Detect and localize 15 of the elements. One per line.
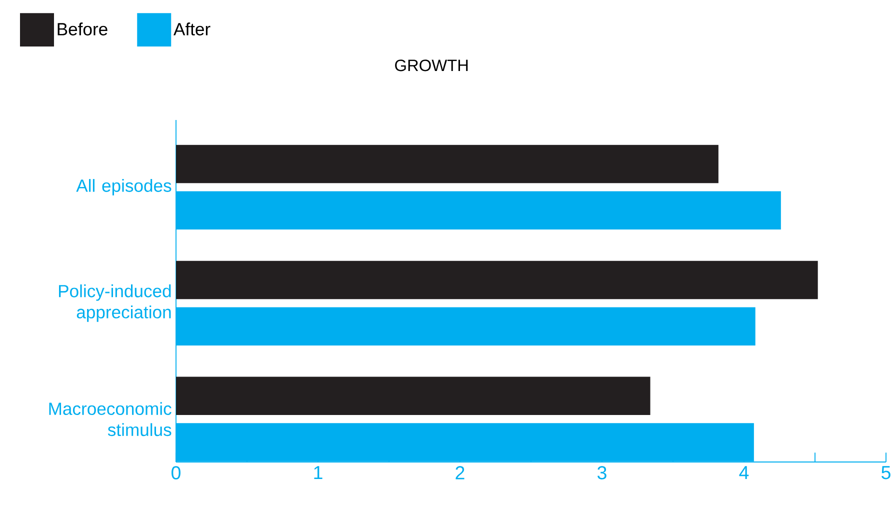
chart-title: GROWTH <box>395 60 468 72</box>
legend-label: Before <box>58 22 108 36</box>
y-tick-label: All episodes <box>76 179 172 196</box>
bar <box>176 376 650 416</box>
x-tick-label: 2 <box>456 466 464 480</box>
x-tick-label: 0 <box>172 466 180 480</box>
x-tick-label: 4 <box>739 466 749 480</box>
y-tick-label: Macroeconomic stimulus <box>49 402 172 436</box>
legend-label: After <box>174 22 210 36</box>
bar <box>176 260 818 300</box>
bar <box>176 144 718 184</box>
y-tick-label: Policy-induced appreciation <box>59 284 171 322</box>
x-tick-label: 5 <box>882 466 890 480</box>
x-tick-label: 1 <box>314 466 322 480</box>
x-tick-label: 3 <box>598 466 606 480</box>
